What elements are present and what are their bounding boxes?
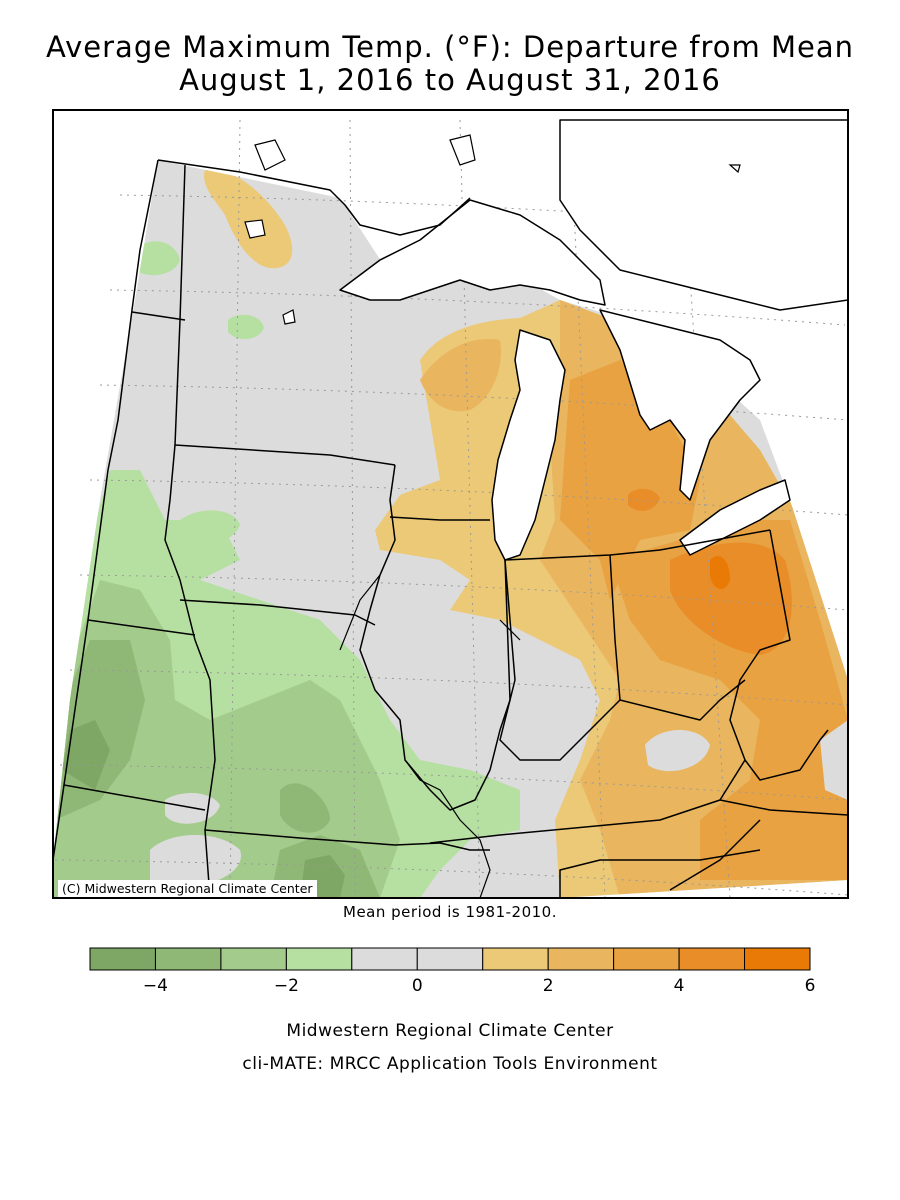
legend-tick-label: 2 xyxy=(542,976,554,996)
lake-michigan xyxy=(491,329,566,561)
river-lines xyxy=(339,574,521,898)
cool-anomaly-region xyxy=(280,783,330,833)
legend-swatch xyxy=(613,947,680,971)
neutral-anomaly-region xyxy=(820,720,848,800)
islands xyxy=(244,134,741,325)
legend-colorbar xyxy=(89,947,811,971)
cool-anomaly-region xyxy=(135,241,180,276)
legend-swatch xyxy=(285,947,353,971)
legend-swatch xyxy=(154,947,222,971)
warm-anomaly-region xyxy=(710,556,730,590)
cool-anomaly-region xyxy=(228,314,264,340)
credit-org: Midwestern Regional Climate Center xyxy=(286,1021,614,1041)
legend-swatch xyxy=(547,947,615,971)
legend-swatch xyxy=(351,947,418,971)
legend-tick-label: −4 xyxy=(142,976,168,996)
warm-anomaly-region xyxy=(670,542,792,655)
neutral-anomaly-region xyxy=(645,730,710,772)
map-title: Average Maximum Temp. (°F): Departure fr… xyxy=(45,30,855,64)
legend-swatch xyxy=(482,947,549,971)
state-borders xyxy=(53,159,848,898)
cool-anomaly-region xyxy=(62,720,110,790)
hudson-bay-edge xyxy=(559,119,848,311)
great-lakes xyxy=(339,119,848,561)
neutral-anomaly-region xyxy=(150,835,241,888)
map-date-range: August 1, 2016 to August 31, 2016 xyxy=(179,63,721,97)
map-frame xyxy=(52,109,849,899)
mean-period-note: Mean period is 1981-2010. xyxy=(343,903,557,921)
legend-tick-label: 6 xyxy=(804,976,816,996)
legend-tick-label: 4 xyxy=(673,976,685,996)
cool-anomaly-region xyxy=(180,510,240,544)
legend-tick-label: −2 xyxy=(273,976,299,996)
warm-anomaly-region xyxy=(420,339,501,412)
legend-swatch xyxy=(89,947,156,971)
lake-erie xyxy=(679,479,791,556)
map-field xyxy=(53,119,848,898)
warm-anomaly-region xyxy=(204,169,293,269)
copyright-label: (C) Midwestern Regional Climate Center xyxy=(58,880,317,897)
legend-swatch xyxy=(416,947,484,971)
credit-tool: cli-MATE: MRCC Application Tools Environ… xyxy=(242,1054,658,1074)
lake-huron xyxy=(599,309,761,501)
us-canada-border xyxy=(157,159,471,236)
warm-anomaly-region xyxy=(628,488,660,511)
legend-tick-label: 0 xyxy=(411,976,423,996)
legend-swatch xyxy=(678,947,746,971)
legend-swatch xyxy=(220,947,287,971)
legend-swatch xyxy=(744,947,811,971)
